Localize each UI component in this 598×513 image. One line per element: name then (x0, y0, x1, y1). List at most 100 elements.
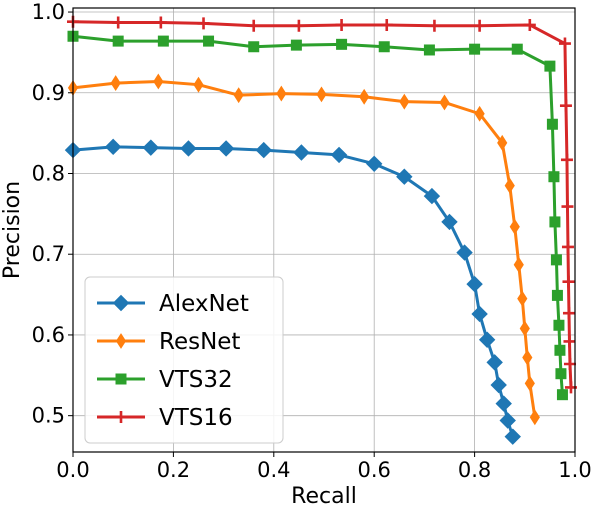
data-point-vts32 (550, 254, 562, 266)
data-point-alexnet (217, 140, 235, 157)
x-tick-label: 0.6 (357, 458, 390, 482)
data-point-resnet (517, 290, 528, 307)
data-point-vts16 (247, 19, 260, 32)
data-point-alexnet (486, 354, 503, 371)
series-vts32 (67, 30, 568, 401)
data-point-alexnet (396, 168, 413, 185)
data-point-resnet (522, 349, 533, 366)
data-point-vts32 (423, 44, 435, 56)
series-alexnet (64, 138, 521, 445)
data-point-vts16 (523, 18, 536, 31)
data-point-resnet (193, 76, 204, 93)
data-point-alexnet (423, 187, 441, 205)
legend-item-alexnet: AlexNet (97, 291, 249, 317)
data-point-vts32 (203, 35, 215, 47)
data-point-vts16 (473, 19, 486, 32)
data-point-resnet (316, 86, 327, 103)
y-tick-label: 0.7 (32, 242, 65, 266)
legend-swatch-marker (115, 333, 127, 349)
data-point-vts16 (335, 18, 348, 31)
data-point-vts16 (562, 275, 575, 288)
data-point-vts32 (157, 35, 169, 47)
data-point-vts32 (336, 38, 348, 50)
data-point-vts16 (197, 17, 210, 30)
data-point-alexnet (441, 213, 458, 231)
data-point-resnet (439, 94, 450, 111)
y-tick-label: 0.6 (32, 323, 65, 347)
data-point-alexnet (330, 146, 348, 164)
y-tick-label: 0.9 (32, 81, 65, 105)
data-point-resnet (474, 105, 485, 122)
y-tick-label: 0.8 (32, 161, 65, 185)
legend: AlexNet ResNet VTS32 VTS16 (84, 276, 284, 444)
data-point-resnet (529, 409, 540, 426)
data-point-vts32 (544, 60, 556, 72)
data-point-vts16 (563, 335, 576, 348)
legend-label: VTS16 (159, 405, 233, 431)
data-point-vts16 (112, 16, 125, 29)
data-point-vts16 (380, 18, 393, 31)
data-point-vts16 (559, 99, 572, 112)
data-point-alexnet (104, 138, 122, 156)
data-point-alexnet (478, 331, 496, 348)
data-point-alexnet (180, 140, 197, 157)
y-tick-label: 0.5 (32, 404, 65, 428)
data-point-vts32 (549, 216, 561, 228)
data-point-resnet (497, 134, 508, 151)
legend-swatch-marker (112, 294, 130, 312)
data-point-alexnet (466, 275, 483, 293)
data-point-alexnet (293, 144, 310, 161)
data-point-resnet (524, 375, 535, 392)
x-tick-label: 1.0 (558, 458, 591, 482)
x-tick-label: 0.0 (56, 458, 89, 482)
data-point-vts16 (560, 153, 573, 166)
series-layer (64, 15, 577, 445)
data-point-vts32 (511, 43, 523, 55)
data-point-vts32 (556, 389, 568, 401)
data-point-alexnet (490, 376, 507, 394)
data-point-alexnet (504, 428, 521, 445)
legend-swatch-marker (115, 373, 127, 385)
data-point-alexnet (456, 244, 473, 261)
data-point-alexnet (495, 395, 512, 412)
data-point-vts16 (562, 307, 575, 320)
data-point-alexnet (471, 305, 488, 323)
data-point-vts16 (563, 358, 576, 371)
data-point-resnet (153, 73, 164, 90)
data-point-resnet (276, 85, 287, 102)
data-point-vts32 (554, 344, 566, 356)
y-axis-label: Precision (0, 181, 25, 279)
data-point-vts32 (553, 319, 565, 331)
data-point-vts32 (555, 368, 567, 380)
x-axis-label: Recall (291, 484, 357, 509)
legend-item-vts32: VTS32 (97, 367, 233, 393)
data-point-vts32 (290, 39, 302, 51)
x-tick-label: 0.2 (157, 458, 190, 482)
legend-label: ResNet (159, 329, 240, 355)
data-point-vts32 (378, 41, 390, 53)
legend-label: AlexNet (159, 291, 249, 317)
data-point-alexnet (142, 139, 160, 156)
data-point-resnet (359, 88, 370, 105)
x-tick-label: 0.8 (458, 458, 491, 482)
legend-item-vts16: VTS16 (97, 405, 233, 431)
data-point-resnet (110, 75, 121, 92)
data-point-resnet (513, 256, 524, 273)
data-point-resnet (519, 320, 530, 337)
data-point-vts32 (469, 43, 481, 55)
y-tick-label: 1.0 (32, 0, 65, 24)
data-point-vts32 (548, 171, 560, 183)
data-point-vts32 (551, 289, 563, 301)
data-point-vts16 (561, 200, 574, 213)
data-point-resnet (509, 218, 520, 235)
legend-swatch-marker (115, 411, 127, 423)
legend-label: VTS32 (159, 367, 233, 393)
data-point-resnet (399, 93, 410, 110)
data-point-resnet (504, 177, 515, 194)
data-point-vts32 (248, 41, 260, 53)
data-point-alexnet (499, 412, 516, 429)
data-point-vts16 (558, 37, 571, 50)
series-resnet (67, 73, 540, 426)
data-point-vts32 (112, 35, 124, 47)
